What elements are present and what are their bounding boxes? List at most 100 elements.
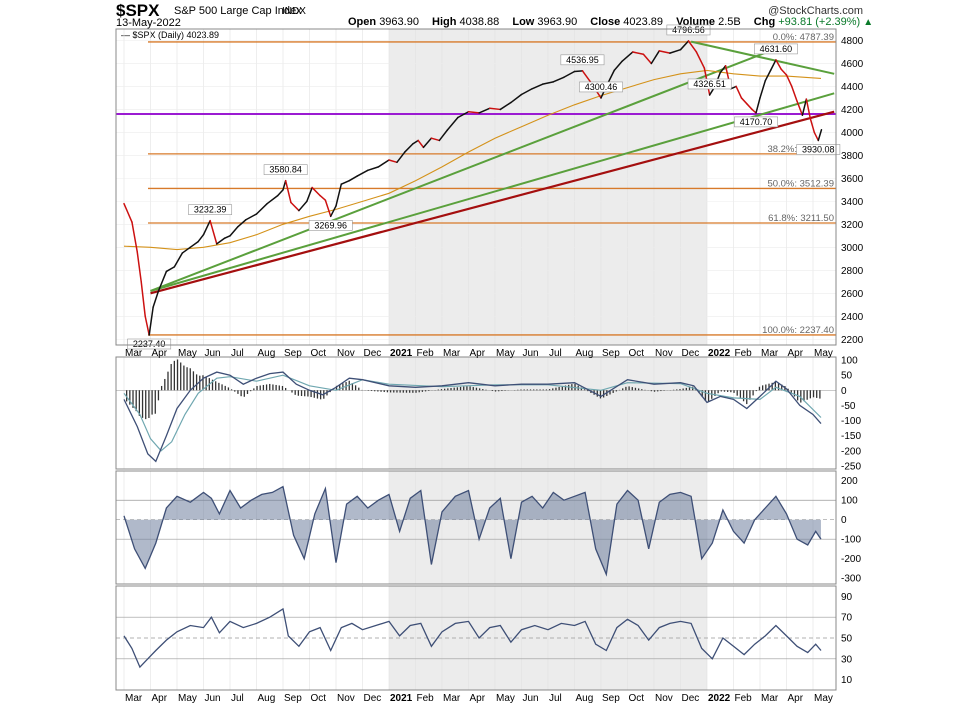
y-tick-label: 100: [841, 356, 858, 367]
price-segment: [650, 50, 661, 65]
price-segment: [775, 59, 782, 70]
month-tick-label: Feb: [417, 693, 435, 704]
price-segment: [311, 186, 321, 197]
month-tick-label: Nov: [655, 693, 673, 704]
price-segment: [255, 202, 268, 215]
y-tick-label: 2200: [841, 335, 864, 346]
price-segment: [805, 98, 812, 120]
y-tick-label: 3400: [841, 197, 864, 208]
price-segment: [813, 131, 820, 142]
month-tick-label: Jun: [205, 348, 221, 359]
month-tick-label: Mar: [125, 693, 143, 704]
price-segment: [173, 252, 184, 268]
y-tick-label: -100: [841, 535, 861, 546]
price-annotation: 3232.39: [194, 205, 227, 215]
legend-swatch: —: [121, 30, 130, 40]
y-tick-label: 200: [841, 476, 858, 487]
price-segment: [340, 179, 350, 185]
y-tick-label: 30: [841, 654, 853, 665]
month-tick-label: Oct: [311, 348, 327, 359]
month-tick-label: Mar: [761, 693, 779, 704]
price-segment: [621, 51, 634, 62]
price-annotation-box: [308, 220, 353, 231]
price-annotation: 3269.96: [314, 220, 347, 230]
quote-stats: Open 3963.90 High 4038.88 Low 3963.90 Cl…: [348, 16, 873, 28]
price-segment: [785, 74, 793, 88]
y-tick-label: 100: [841, 496, 858, 507]
price-segment: [377, 159, 390, 168]
month-tick-label: Jun: [523, 348, 539, 359]
month-tick-label: Mar: [443, 348, 461, 359]
month-tick-label: 2022: [708, 693, 731, 704]
price-segment: [245, 213, 258, 221]
price-segment: [266, 194, 279, 205]
month-tick-label: May: [496, 693, 515, 704]
price-annotation: 2237.40: [133, 339, 166, 349]
price-segment: [719, 65, 727, 74]
y-tick-label: -300: [841, 574, 861, 585]
price-segment: [658, 50, 671, 54]
index-name: S&P 500 Large Cap Index: [174, 5, 302, 17]
month-tick-label: Dec: [682, 348, 700, 359]
y-tick-label: 0: [841, 515, 847, 526]
y-tick-label: 50: [841, 371, 853, 382]
price-segment: [457, 110, 470, 119]
month-tick-label: Jul: [231, 693, 244, 704]
price-segment: [356, 169, 369, 177]
price-annotation-box: [796, 144, 841, 155]
price-segment: [679, 40, 690, 51]
month-tick-label: Dec: [682, 693, 700, 704]
trend-line: [150, 92, 835, 292]
y-tick-label: 2600: [841, 289, 864, 300]
month-tick-label: Apr: [788, 348, 804, 359]
open-value: 3963.90: [379, 16, 419, 28]
pane-frame: [115, 28, 837, 346]
price-segment: [642, 53, 653, 65]
low-label: Low: [512, 16, 535, 28]
price-segment: [152, 290, 160, 308]
brand-watermark[interactable]: @StockCharts.com: [768, 5, 863, 17]
month-tick-label: 2021: [390, 693, 413, 704]
price-segment: [669, 48, 682, 54]
y-tick-label: 2800: [841, 266, 864, 277]
price-segment: [764, 69, 772, 82]
fib-label: 50.0%: 3512.39: [767, 178, 834, 189]
month-tick-label: May: [178, 348, 197, 359]
price-segment: [796, 100, 804, 116]
month-tick-label: May: [814, 348, 833, 359]
month-tick-label: Aug: [576, 348, 594, 359]
price-segment: [197, 233, 205, 243]
month-tick-label: Aug: [576, 693, 594, 704]
pane-frame: [115, 470, 837, 585]
y-tick-label: -250: [841, 461, 861, 472]
pane-frame: [115, 356, 837, 470]
month-tick-label: Nov: [337, 348, 355, 359]
price-segment: [746, 102, 753, 111]
y-tick-label: 4200: [841, 105, 864, 116]
price-segment: [388, 159, 398, 164]
price-segment: [809, 117, 816, 134]
price-segment: [563, 70, 576, 79]
close-value: 4023.89: [623, 16, 664, 28]
price-annotation: 4796.56: [672, 25, 705, 35]
price-segment: [791, 85, 798, 103]
up-arrow-icon: ▲: [863, 17, 874, 28]
trend-line: [690, 40, 835, 75]
price-segment: [520, 88, 533, 96]
month-tick-label: May: [496, 348, 515, 359]
price-segment: [573, 70, 584, 73]
month-tick-label: Oct: [629, 348, 645, 359]
month-tick-label: May: [178, 693, 197, 704]
price-segment: [209, 219, 218, 245]
month-tick-label: 2022: [708, 348, 731, 359]
y-tick-label: 10: [841, 675, 853, 686]
y-tick-label: 70: [841, 613, 853, 624]
month-tick-label: Sep: [284, 348, 302, 359]
y-tick-label: -150: [841, 431, 861, 442]
price-segment: [687, 40, 698, 53]
price-segment: [181, 246, 191, 254]
cci-line: [123, 485, 822, 577]
price-segment: [284, 179, 292, 204]
month-tick-label: Jun: [205, 693, 221, 704]
